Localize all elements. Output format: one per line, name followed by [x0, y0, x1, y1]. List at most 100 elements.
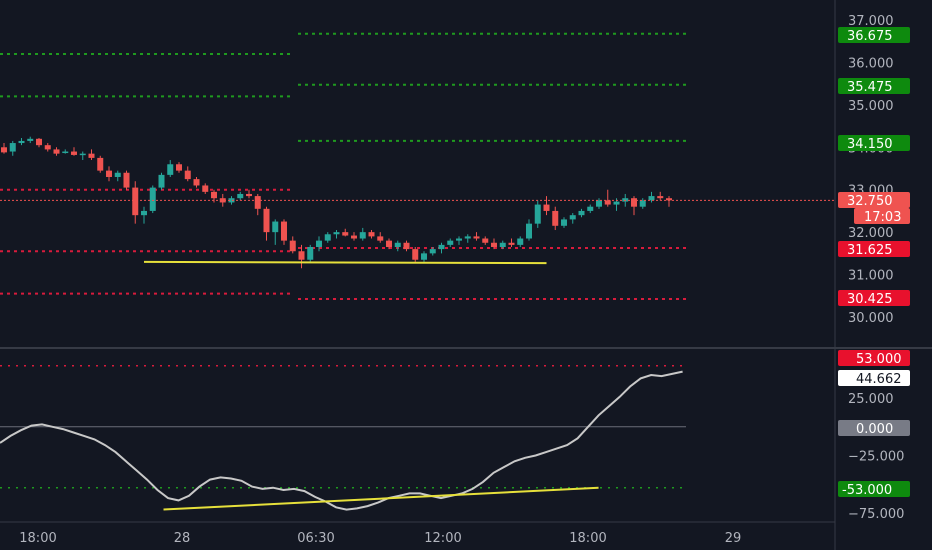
candle-body — [158, 174, 165, 188]
candle-body — [298, 251, 305, 260]
candle-body — [421, 253, 427, 260]
osc-tag-label: 44.662 — [856, 372, 902, 387]
candles — [1, 136, 672, 269]
candle-body — [211, 191, 217, 199]
candle-body — [491, 242, 497, 248]
candle-body — [648, 196, 655, 201]
candle-body — [202, 185, 209, 192]
price-tag-label: 36.675 — [847, 29, 893, 44]
candle-body — [561, 219, 567, 226]
candle-body — [333, 232, 340, 235]
candle-body — [123, 172, 130, 188]
candle-body — [44, 145, 51, 150]
candle-body — [666, 198, 672, 201]
candle-body — [176, 164, 182, 171]
candle-body — [429, 249, 436, 254]
price-tag-label: 32.750 — [847, 194, 893, 209]
candle-body — [254, 196, 261, 209]
candle-body — [517, 238, 524, 245]
candle-body — [482, 238, 489, 243]
price-tag — [838, 27, 910, 43]
osc-tag — [838, 420, 910, 436]
candle-body — [184, 170, 191, 180]
time-tick-label: 12:00 — [424, 531, 461, 546]
candle-body — [657, 196, 664, 199]
candle-body — [359, 232, 366, 239]
candle-body — [456, 238, 462, 241]
candle-body — [289, 240, 296, 252]
osc-tag-label: -53.000 — [842, 483, 892, 498]
time-tick-label: 06:30 — [297, 531, 334, 546]
price-tag-label: 17:03 — [864, 210, 901, 225]
candle-body — [18, 140, 25, 144]
price-tick-label: 36.000 — [848, 56, 894, 71]
candle-body — [167, 164, 174, 175]
candle-body — [351, 235, 357, 239]
osc-tag-label: 0.000 — [856, 422, 893, 437]
candle-body — [53, 149, 60, 154]
candle-body — [237, 193, 244, 199]
osc-tag — [838, 481, 910, 497]
candle-body — [106, 170, 112, 177]
candle-body — [132, 187, 139, 216]
candle-body — [394, 242, 401, 248]
price-tag-label: 34.150 — [847, 137, 893, 152]
candle-body — [79, 153, 86, 156]
candle-body — [1, 147, 7, 153]
candle-body — [36, 138, 42, 146]
candle-body — [228, 198, 235, 203]
candle-body — [368, 232, 375, 237]
price-tick-label: 32.000 — [848, 226, 894, 241]
candle-body — [534, 204, 541, 224]
candle-body — [578, 210, 585, 216]
price-tag — [838, 135, 910, 151]
candle-body — [543, 204, 550, 211]
oscillator-line — [0, 370, 683, 511]
candle-body — [639, 200, 646, 207]
osc-tag — [838, 370, 910, 386]
price-tag — [838, 290, 910, 306]
candle-body — [324, 234, 331, 241]
price-trendline-segment — [143, 260, 547, 265]
price-tick-label: 31.000 — [848, 269, 894, 284]
price-tick-label: 30.000 — [848, 311, 894, 326]
candle-body — [386, 240, 392, 248]
candle-body — [316, 240, 322, 248]
candle-body — [281, 221, 287, 241]
time-axis[interactable]: 18:00 28 06:30 12:00 18:00 29 — [19, 531, 741, 546]
candle-body — [412, 249, 419, 260]
candle-body — [447, 240, 454, 245]
oscillator-pane — [0, 365, 686, 511]
price-trendline — [143, 260, 547, 265]
time-tick-label: 28 — [174, 531, 191, 546]
candle-body — [499, 242, 506, 248]
candle-body — [508, 242, 515, 245]
price-tag-label: 35.475 — [847, 80, 893, 95]
price-tick-label: 37.000 — [848, 14, 894, 29]
price-tag — [838, 78, 910, 94]
candle-body — [473, 236, 480, 239]
price-axis[interactable]: 37.00036.00035.00034.00033.00032.00031.0… — [848, 14, 904, 522]
candle-body — [613, 201, 620, 205]
candle-body — [62, 151, 69, 154]
osc-tag-label: 53.000 — [856, 352, 902, 367]
candle-body — [438, 244, 445, 250]
candle-body — [71, 151, 77, 155]
candle-body — [219, 198, 226, 203]
candle-body — [88, 153, 95, 158]
price-tag — [838, 192, 910, 208]
osc-tick-label: 25.000 — [848, 392, 894, 407]
candle-body — [631, 198, 637, 207]
candle-body — [263, 208, 270, 233]
candle-body — [604, 200, 611, 205]
candle-body — [307, 247, 314, 260]
candle-body — [377, 236, 384, 241]
candle-body — [193, 179, 200, 186]
candle-body — [246, 193, 252, 197]
candle-body — [403, 242, 410, 250]
candle-body — [9, 143, 16, 152]
candle-body — [114, 172, 121, 177]
candle-body — [464, 236, 471, 239]
candle-body — [149, 187, 156, 211]
